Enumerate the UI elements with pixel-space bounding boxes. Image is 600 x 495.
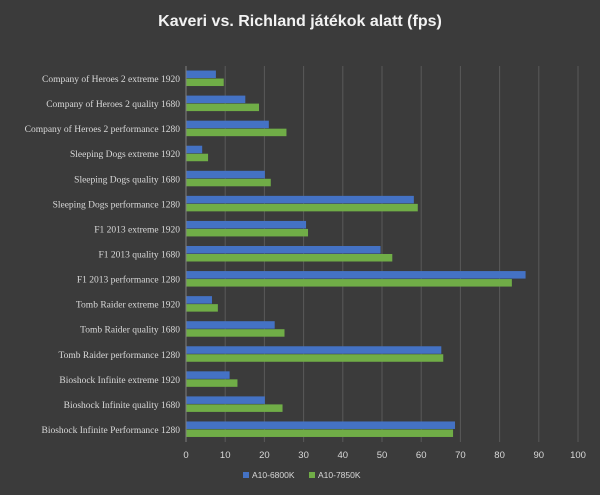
category-labels: Company of Heroes 2 extreme 1920 Company … (25, 74, 181, 436)
x-tick-label: 80 (494, 450, 505, 461)
bars (186, 70, 526, 437)
bar-a10-6800k (186, 296, 212, 304)
bar-a10-6800k (186, 246, 381, 254)
x-axis-ticks: 0 10 20 30 40 50 60 70 80 90 100 (183, 450, 586, 461)
bar-a10-7850k (186, 354, 444, 362)
category-label: Bioshock Infinite extreme 1920 (59, 375, 180, 386)
legend: A10-6800K A10-7850K (243, 470, 361, 480)
bar-a10-7850k (186, 304, 218, 312)
bar-a10-6800k (186, 421, 456, 429)
bar-a10-7850k (186, 379, 238, 387)
category-label: Company of Heroes 2 performance 1280 (25, 124, 181, 135)
bar-a10-6800k (186, 70, 216, 79)
bar-a10-7850k (186, 178, 271, 187)
category-label: Sleeping Dogs quality 1680 (74, 175, 180, 185)
bar-a10-7850k (186, 228, 309, 237)
category-label: Tomb Raider performance 1280 (59, 350, 181, 361)
x-tick-label: 50 (377, 450, 388, 461)
bar-a10-7850k (186, 254, 393, 262)
bar-a10-7850k (186, 279, 512, 287)
bar-a10-6800k (186, 321, 275, 329)
bar-a10-7850k (186, 203, 418, 212)
category-label: F1 2013 extreme 1920 (94, 225, 180, 235)
category-label: Tomb Raider quality 1680 (80, 326, 180, 336)
bar-a10-6800k (186, 371, 230, 379)
x-tick-label: 30 (298, 450, 309, 461)
category-label: Tomb Raider extreme 1920 (76, 301, 180, 311)
bar-a10-7850k (186, 329, 285, 337)
bar-a10-7850k (186, 153, 209, 162)
chart-title: Kaveri vs. Richland játékok alatt (fps) (158, 13, 442, 30)
bar-a10-7850k (186, 404, 283, 412)
category-label: Bioshock Infinite Performance 1280 (41, 425, 180, 436)
bar-a10-6800k (186, 346, 442, 354)
x-tick-label: 60 (416, 450, 427, 461)
category-label: Sleeping Dogs performance 1280 (53, 199, 181, 210)
bar-a10-7850k (186, 103, 260, 112)
legend-label: A10-7850K (318, 470, 361, 480)
category-label: Company of Heroes 2 extreme 1920 (42, 74, 180, 85)
bar-a10-7850k (186, 128, 287, 137)
bar-a10-7850k (186, 78, 224, 87)
category-label: Company of Heroes 2 quality 1680 (46, 99, 180, 110)
x-tick-label: 70 (455, 450, 466, 461)
legend-label: A10-6800K (252, 470, 295, 480)
x-tick-label: 90 (534, 450, 545, 461)
legend-swatch (309, 472, 315, 478)
x-tick-label: 10 (220, 450, 231, 461)
bar-a10-6800k (186, 220, 307, 229)
bar-a10-6800k (186, 120, 269, 129)
category-label: Sleeping Dogs extreme 1920 (70, 150, 180, 160)
bar-a10-6800k (186, 195, 414, 204)
bar-a10-6800k (186, 170, 265, 179)
x-tick-label: 20 (259, 450, 270, 461)
legend-swatch (243, 472, 249, 478)
x-tick-label: 100 (570, 450, 586, 461)
category-label: F1 2013 performance 1280 (77, 275, 180, 286)
bar-a10-6800k (186, 95, 246, 104)
bar-a10-6800k (186, 396, 265, 404)
category-label: Bioshock Infinite quality 1680 (64, 400, 181, 411)
category-label: F1 2013 quality 1680 (98, 251, 180, 261)
bar-a10-7850k (186, 429, 454, 437)
bar-a10-6800k (186, 145, 203, 154)
bar-a10-6800k (186, 271, 526, 279)
x-tick-label: 0 (183, 450, 188, 461)
x-tick-label: 40 (338, 450, 349, 461)
